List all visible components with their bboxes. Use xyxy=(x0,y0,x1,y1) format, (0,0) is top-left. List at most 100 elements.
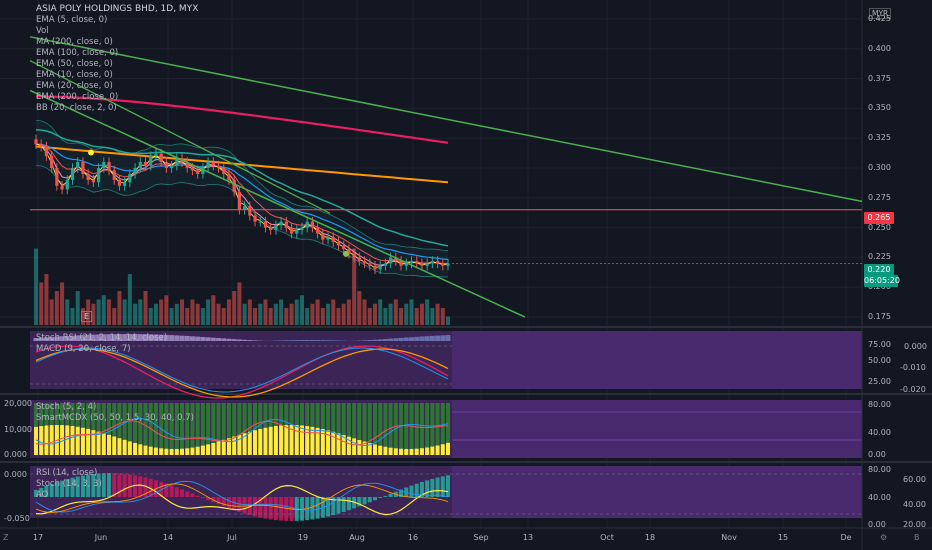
p1-hist-20 xyxy=(137,334,143,341)
p3-ao-bar-0 xyxy=(34,489,38,497)
p1-hist-39 xyxy=(236,339,242,341)
legend-ao[interactable]: AO xyxy=(36,490,49,500)
p2-green-bar-37 xyxy=(226,403,231,455)
p3-ao-bar-15 xyxy=(112,473,117,497)
volume-bar-50 xyxy=(294,299,299,325)
p2-yellow-bar-9 xyxy=(80,427,85,455)
legend-ema10[interactable]: EMA (10, close, 0) xyxy=(36,70,113,80)
p3-ao-bar-38 xyxy=(232,497,237,511)
p2-green-bar-12 xyxy=(96,403,101,455)
legend-stoch-rsi[interactable]: Stoch RSI (21, 2, 14, 14, close) xyxy=(36,333,168,343)
p3-ao-bar-46 xyxy=(273,497,278,521)
p1-hist-65 xyxy=(372,339,378,341)
legend-bb[interactable]: BB (20, close, 2, 0) xyxy=(36,103,117,113)
symbol-title[interactable]: ASIA POLY HOLDINGS BHD, 1D, MYX xyxy=(36,4,199,14)
p3-ao-bar-26 xyxy=(169,485,174,497)
legend-macd[interactable]: MACD (9, 20, close, 7) xyxy=(36,344,131,354)
price-tick-6: 0.275 xyxy=(868,192,891,202)
p2-yellow-bar-48 xyxy=(284,425,289,455)
candle-body-67 xyxy=(383,263,388,266)
volume-bar-9 xyxy=(80,308,85,325)
p2-green-bar-34 xyxy=(211,403,216,455)
p1-hist-13 xyxy=(101,334,107,341)
p1-hist-15 xyxy=(111,334,117,341)
volume-bar-76 xyxy=(430,308,435,325)
legend-ema50[interactable]: EMA (50, close, 0) xyxy=(36,59,113,69)
p3-ao-bar-58 xyxy=(336,497,341,514)
p2-left-0: 0.000 xyxy=(4,450,27,459)
p3-ao-bar-12 xyxy=(96,473,101,497)
legend-ema20[interactable]: EMA (20, close, 0) xyxy=(36,81,113,91)
volume-bar-35 xyxy=(216,303,221,325)
p1-hist-67 xyxy=(382,339,388,341)
p2-green-bar-76 xyxy=(430,403,435,455)
legend-ma200[interactable]: MA (200, close, 0) xyxy=(36,37,113,47)
p3-ao-bar-5 xyxy=(60,480,65,497)
p2-yellow-bar-49 xyxy=(289,425,294,455)
p1-hist-41 xyxy=(247,340,253,341)
volume-bar-47 xyxy=(279,299,284,325)
p2-yellow-bar-18 xyxy=(127,441,132,455)
legend-ema200[interactable]: EMA (200, close, 0) xyxy=(36,92,119,102)
volume-bar-45 xyxy=(268,308,273,325)
legend-smartmcdx[interactable]: SmartMCDX (50, 50, 1.5, 30, 40, 0.7) xyxy=(36,413,195,423)
earnings-marker[interactable]: E xyxy=(81,311,93,322)
current-price-label: 0.220 xyxy=(864,264,894,276)
settings-button[interactable]: B xyxy=(914,533,920,542)
volume-bar-40 xyxy=(242,303,247,325)
currency-badge[interactable]: MYR xyxy=(869,8,892,19)
legend-stoch-14[interactable]: Stoch (14, 3, 3) xyxy=(36,479,102,489)
legend-rsi[interactable]: RSI (14, close) xyxy=(36,468,98,478)
volume-bar-23 xyxy=(153,303,158,325)
oscillators xyxy=(30,334,862,521)
p3-ao-bar-48 xyxy=(284,497,289,521)
p2-yellow-bar-52 xyxy=(305,426,310,455)
gear-icon[interactable]: ⚙ xyxy=(880,533,888,542)
p1-hist-79 xyxy=(445,335,451,341)
candle-body-59 xyxy=(342,245,346,250)
candle-body-44 xyxy=(263,221,268,228)
legend-ema100[interactable]: EMA (100, close, 0) xyxy=(36,48,119,58)
p2-green-bar-61 xyxy=(352,403,357,455)
chart-background xyxy=(0,0,862,550)
p3-ao-bar-62 xyxy=(357,497,362,507)
ema100-line xyxy=(35,129,449,247)
candle-body-30 xyxy=(190,167,195,171)
p2-green-bar-25 xyxy=(164,403,169,455)
p3-ao-bar-60 xyxy=(346,497,351,511)
p1-hist-73 xyxy=(414,336,420,341)
p2-yellow-bar-70 xyxy=(399,448,404,455)
time-label-de: De xyxy=(840,533,852,542)
volume-bar-16 xyxy=(117,291,122,325)
p1-hist-7 xyxy=(70,335,76,341)
p2-yellow-bar-64 xyxy=(367,443,372,455)
legend-vol[interactable]: Vol xyxy=(36,26,49,36)
volume-bar-52 xyxy=(305,308,310,325)
legend-stoch[interactable]: Stoch (5, 2, 4) xyxy=(36,402,97,412)
candle-body-58 xyxy=(336,241,341,246)
p2-yellow-bar-12 xyxy=(96,431,101,455)
volume-bar-31 xyxy=(195,303,200,325)
trend-lines[interactable] xyxy=(29,36,863,318)
p2-green-bar-73 xyxy=(414,403,419,455)
p3-rsi-line xyxy=(35,484,449,516)
p1-hist-4 xyxy=(54,336,60,341)
volume-bar-3 xyxy=(49,299,54,325)
price-tick-7: 0.250 xyxy=(868,222,891,232)
p2-yellow-bar-2 xyxy=(44,425,49,455)
p2-yellow-bar-16 xyxy=(117,438,122,455)
p3-stoch-k xyxy=(35,480,449,513)
p1-hist-28 xyxy=(179,335,185,341)
timezone-button[interactable]: Z xyxy=(3,533,9,542)
p1-hist-10 xyxy=(85,334,91,341)
legend-ema5[interactable]: EMA (5, close, 0) xyxy=(36,15,108,25)
p3-ao-bar-35 xyxy=(216,497,221,505)
p2-yellow-bar-27 xyxy=(174,448,179,455)
volume-bar-53 xyxy=(310,303,315,325)
p1-hist-8 xyxy=(75,335,81,341)
volume-bar-51 xyxy=(299,295,304,325)
p3-right-b-40: 40.00 xyxy=(903,500,926,509)
p3-ao-bar-72 xyxy=(409,485,414,497)
